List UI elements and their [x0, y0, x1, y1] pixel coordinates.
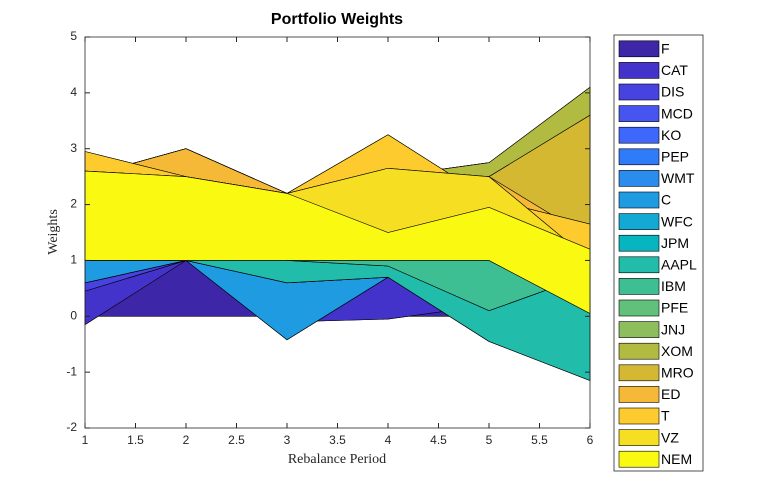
- x-tick-label: 1.5: [127, 433, 144, 447]
- legend-swatch: [618, 299, 660, 317]
- legend-label: PFE: [661, 300, 688, 316]
- x-tick-label: 4.5: [430, 433, 447, 447]
- legend-swatch: [618, 407, 660, 425]
- legend-label: PEP: [661, 149, 689, 165]
- legend-swatch: [618, 191, 660, 209]
- x-tick-label: 5.5: [531, 433, 548, 447]
- legend-label: DIS: [661, 84, 684, 100]
- legend-label: T: [661, 408, 670, 424]
- legend-label: WMT: [661, 170, 695, 186]
- x-tick-label: 5: [486, 433, 493, 447]
- chart-title: Portfolio Weights: [271, 11, 403, 28]
- legend: F CAT DIS MCD KO PEP WMT C WFC JPM AAPL IBM PFE JNJ XO…: [613, 34, 704, 472]
- legend-label: MRO: [661, 365, 694, 381]
- legend-label: ED: [661, 386, 680, 402]
- legend-label: JNJ: [661, 321, 685, 337]
- x-tick-label: 4: [385, 433, 392, 447]
- legend-label: AAPL: [661, 257, 697, 273]
- legend-swatch: [618, 364, 660, 382]
- y-tick-label: -2: [66, 420, 77, 434]
- legend-swatch: [618, 83, 660, 101]
- legend-label: WFC: [661, 213, 693, 229]
- x-axis-label: Rebalance Period: [288, 452, 386, 467]
- legend-label: CAT: [661, 62, 688, 78]
- legend-swatch: [618, 105, 660, 122]
- y-axis-label: Weights: [46, 209, 61, 255]
- legend-swatch: [618, 450, 660, 468]
- y-tick-label: 3: [70, 141, 77, 155]
- y-tick-label: 4: [70, 85, 77, 99]
- legend-swatch: [618, 429, 660, 446]
- legend-label: JPM: [661, 235, 689, 251]
- legend-swatch: [618, 278, 660, 295]
- legend-label: IBM: [661, 278, 686, 294]
- x-tick-label: 2.5: [228, 433, 245, 447]
- legend-swatch: [618, 342, 660, 360]
- y-tick-label: 0: [70, 308, 77, 322]
- legend-label: F: [661, 41, 670, 57]
- legend-swatch: [618, 62, 660, 79]
- x-tick-label: 2: [183, 433, 190, 447]
- legend-label: XOM: [661, 343, 693, 359]
- legend-swatch: [618, 256, 660, 274]
- y-tick-label: 1: [70, 253, 77, 267]
- y-tick-label: 2: [70, 197, 77, 211]
- legend-box: [613, 34, 704, 472]
- x-tick-label: 6: [587, 433, 594, 447]
- legend-swatch: [618, 234, 660, 252]
- legend-swatch: [618, 170, 660, 187]
- legend-swatch: [618, 40, 660, 58]
- y-tick-label: 5: [70, 29, 77, 43]
- legend-swatch: [618, 321, 660, 338]
- legend-swatch: [618, 126, 660, 144]
- legend-label: NEM: [661, 451, 692, 467]
- x-tick-label: 3: [284, 433, 291, 447]
- legend-label: C: [661, 192, 671, 208]
- legend-label: KO: [661, 127, 681, 143]
- legend-label: VZ: [661, 429, 679, 445]
- legend-label: MCD: [661, 105, 693, 121]
- x-tick-label: 1: [82, 433, 89, 447]
- x-tick-label: 3.5: [329, 433, 346, 447]
- legend-swatch: [618, 386, 660, 403]
- legend-swatch: [618, 148, 660, 166]
- y-tick-label: -1: [66, 364, 77, 378]
- legend-swatch: [618, 213, 660, 230]
